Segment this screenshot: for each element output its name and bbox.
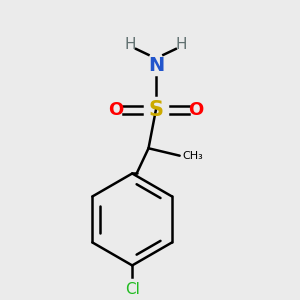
Text: H: H	[176, 37, 187, 52]
Text: CH₃: CH₃	[182, 151, 203, 161]
Text: Cl: Cl	[125, 282, 140, 297]
Text: H: H	[125, 37, 136, 52]
Text: N: N	[148, 56, 164, 75]
Text: O: O	[108, 101, 124, 119]
Text: O: O	[188, 101, 204, 119]
Text: S: S	[148, 100, 164, 120]
